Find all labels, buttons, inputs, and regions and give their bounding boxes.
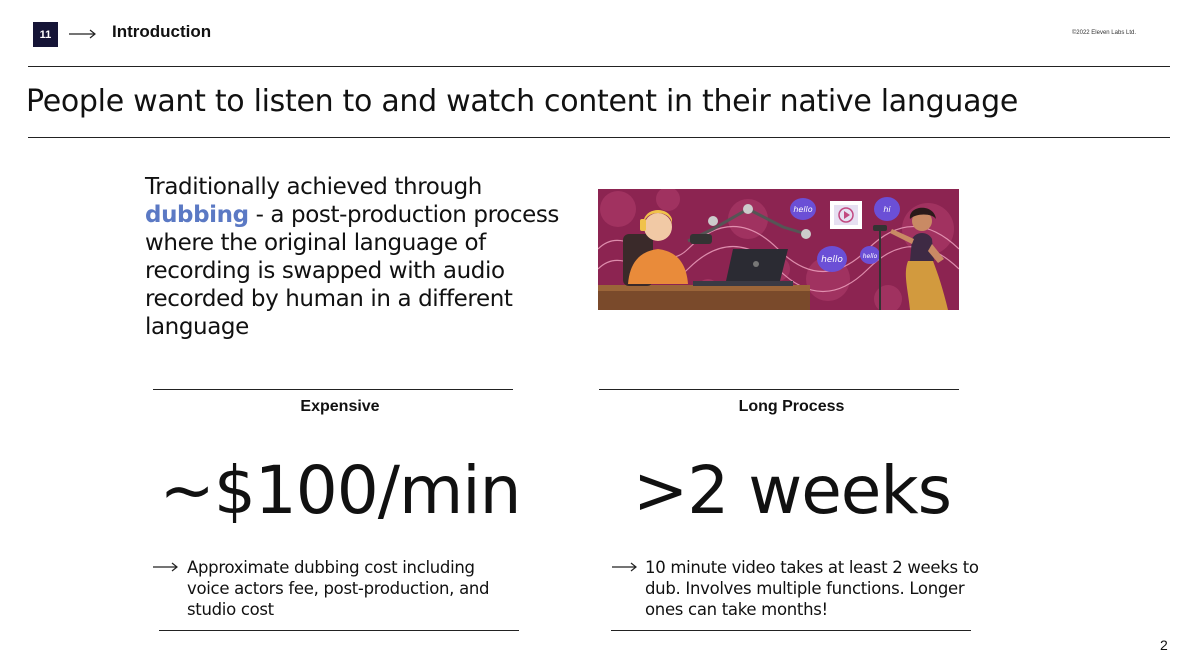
- card-bottom-divider: [611, 630, 971, 631]
- stat-cost: ~$100/min: [159, 452, 522, 529]
- header-divider: [28, 66, 1170, 67]
- copyright-text: ©2022 Eleven Labs Ltd.: [1071, 30, 1136, 36]
- dubbing-studio-illustration: hello hi hello hello: [598, 189, 959, 310]
- note-cost: Approximate dubbing cost including voice…: [187, 558, 490, 619]
- stat-duration: >2 weeks: [632, 452, 952, 529]
- speech-bubble-label: hello: [863, 253, 878, 260]
- card-label-expensive: Expensive: [300, 398, 380, 415]
- speech-bubble-label: hi: [883, 205, 891, 214]
- card-bottom-divider: [159, 630, 519, 631]
- intro-paragraph: Traditionally achieved through dubbing - …: [145, 173, 565, 341]
- title-divider: [28, 137, 1170, 138]
- arrow-right-icon: [612, 562, 637, 572]
- note-duration: 10 minute video takes at least 2 weeks t…: [645, 558, 979, 619]
- speech-bubble-label: hello: [821, 255, 843, 265]
- brand-logo: 11: [33, 22, 58, 47]
- arrow-right-icon: [69, 29, 96, 39]
- card-top-divider: [153, 389, 513, 390]
- intro-continuation: - a post-production process where the or…: [145, 202, 559, 340]
- card-top-divider: [599, 389, 959, 390]
- card-label-long-process: Long Process: [738, 398, 845, 415]
- page-title: People want to listen to and watch conte…: [26, 84, 1019, 119]
- keyword-dubbing: dubbing: [145, 202, 249, 228]
- arrow-right-icon: [153, 562, 178, 572]
- page-number: 2: [1160, 637, 1168, 653]
- speech-bubble-label: hello: [793, 205, 812, 214]
- intro-line: Traditionally achieved through: [145, 174, 482, 200]
- section-title: Introduction: [112, 22, 212, 41]
